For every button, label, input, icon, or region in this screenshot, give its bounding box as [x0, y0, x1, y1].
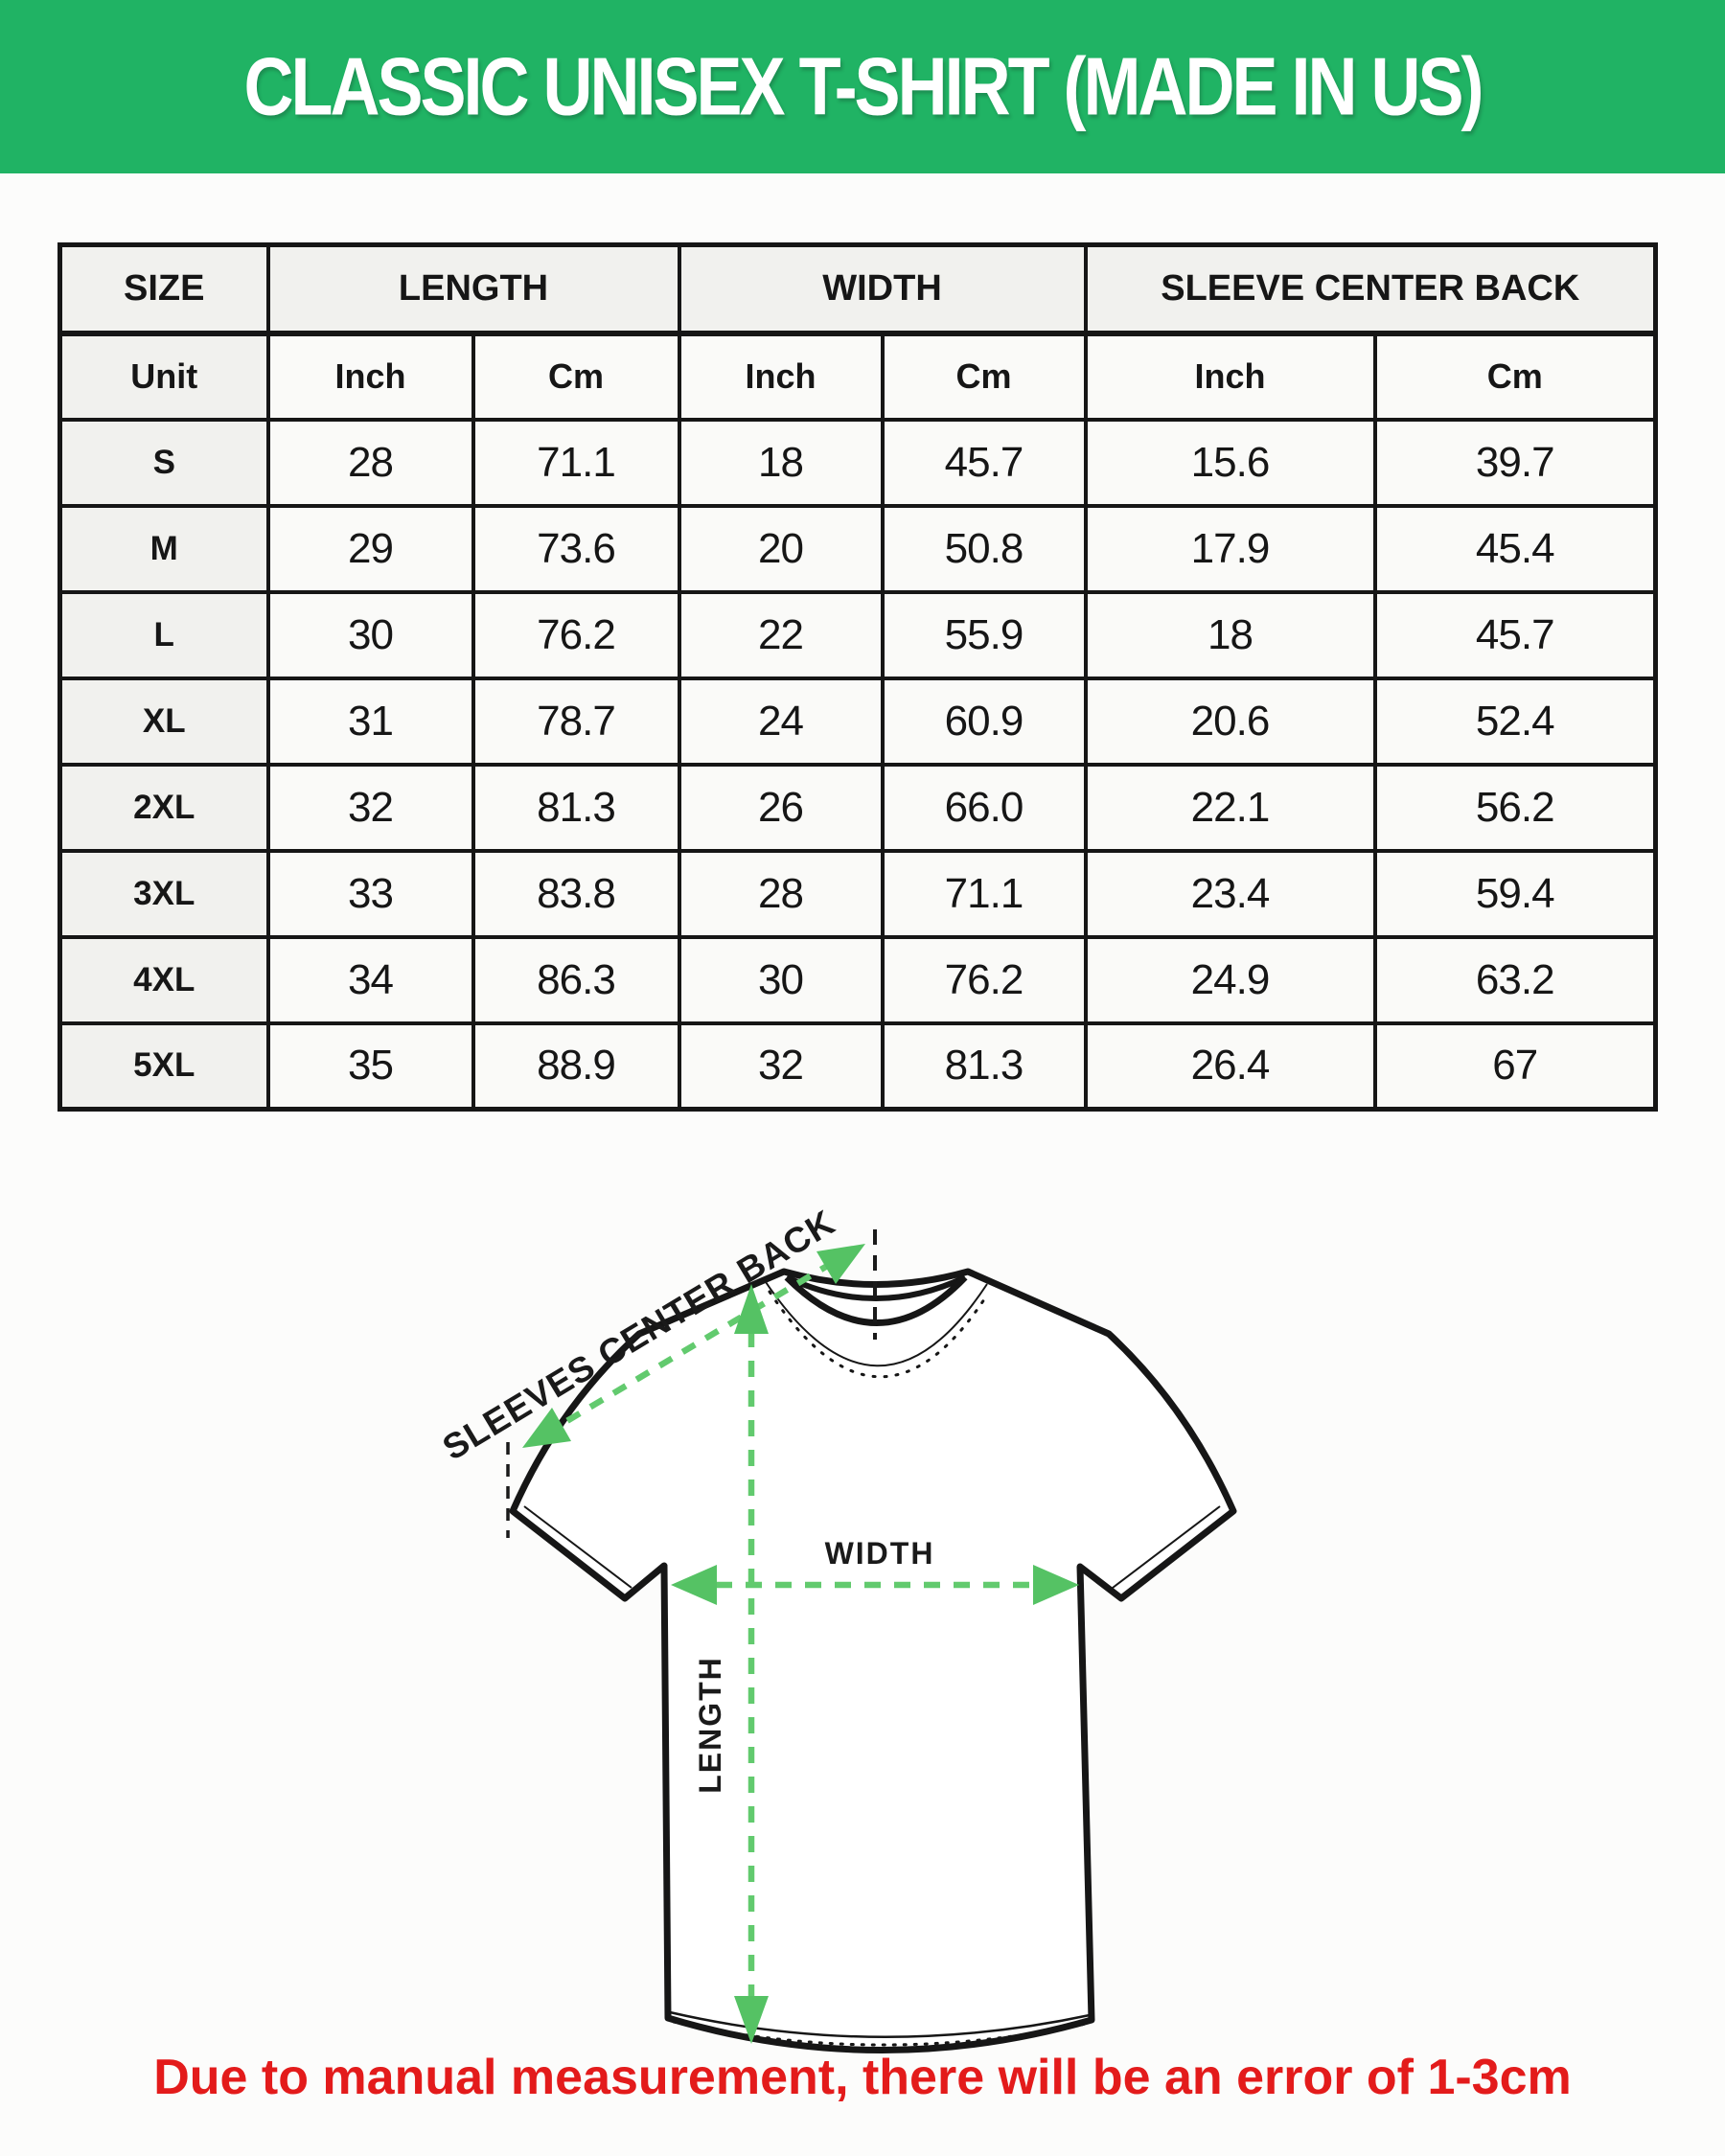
measurement-value: 76.2 [471, 589, 681, 680]
measurement-value: 26.4 [1083, 1021, 1377, 1112]
measurement-value: 20 [677, 503, 885, 594]
measurement-value: 28 [265, 417, 475, 508]
measurement-value: 20.6 [1083, 676, 1377, 767]
unit-row: Unit Inch Cm Inch Cm Inch Cm [58, 331, 1658, 422]
size-label: 5XL [58, 1021, 270, 1112]
unit-inch: Inch [265, 331, 475, 422]
measurement-value: 45.7 [880, 417, 1088, 508]
measurement-value: 18 [1083, 589, 1377, 680]
length-arrowhead-bottom [734, 1996, 769, 2044]
measurement-value: 31 [265, 676, 475, 767]
size-label: S [58, 417, 270, 508]
column-header-size: SIZE [58, 242, 270, 336]
measurement-value: 66.0 [880, 762, 1088, 853]
unit-label: Unit [58, 331, 270, 422]
tshirt-measurement-diagram: SLEEVES CENTER BACK WIDTH LENGTH [436, 1203, 1237, 2053]
sleeve-measure-line [542, 1253, 845, 1437]
hem-fold-line [669, 2010, 1091, 2038]
table-row: S 28 71.1 18 45.7 15.6 39.7 [58, 417, 1658, 508]
measurement-value: 39.7 [1372, 417, 1658, 508]
length-measure-label: LENGTH [693, 1656, 727, 1794]
size-label: XL [58, 676, 270, 767]
measurement-value: 29 [265, 503, 475, 594]
title-banner: CLASSIC UNISEX T-SHIRT (MADE IN US) [0, 0, 1725, 173]
measurement-value: 18 [677, 417, 885, 508]
sleeve-arrowhead-start [816, 1244, 865, 1284]
size-label: 3XL [58, 848, 270, 939]
measurement-value: 32 [265, 762, 475, 853]
column-header-sleeve: SLEEVE CENTER BACK [1083, 242, 1658, 336]
length-arrowhead-top [734, 1284, 769, 1334]
measurement-value: 22 [677, 589, 885, 680]
measurement-value: 81.3 [471, 762, 681, 853]
measurement-value: 50.8 [880, 503, 1088, 594]
measurement-value: 24.9 [1083, 934, 1377, 1025]
measurement-value: 78.7 [471, 676, 681, 767]
measurement-value: 17.9 [1083, 503, 1377, 594]
table-row: 2XL 32 81.3 26 66.0 22.1 56.2 [58, 762, 1658, 853]
unit-cm: Cm [880, 331, 1088, 422]
measurement-value: 71.1 [471, 417, 681, 508]
unit-cm: Cm [471, 331, 681, 422]
measurement-value: 81.3 [880, 1021, 1088, 1112]
measurement-value: 71.1 [880, 848, 1088, 939]
table-row: M 29 73.6 20 50.8 17.9 45.4 [58, 503, 1658, 594]
measurement-value: 45.4 [1372, 503, 1658, 594]
size-chart-table: SIZE LENGTH WIDTH SLEEVE CENTER BACK Uni… [58, 242, 1658, 1112]
collar-back-seam [763, 1278, 988, 1367]
table-row: 5XL 35 88.9 32 81.3 26.4 67 [58, 1021, 1658, 1112]
measurement-value: 73.6 [471, 503, 681, 594]
measurement-value: 24 [677, 676, 885, 767]
page-title: CLASSIC UNISEX T-SHIRT (MADE IN US) [243, 41, 1484, 132]
size-label: 4XL [58, 934, 270, 1025]
measurement-value: 32 [677, 1021, 885, 1112]
measurement-value: 45.7 [1372, 589, 1658, 680]
measurement-value: 52.4 [1372, 676, 1658, 767]
width-arrowhead-left [671, 1565, 717, 1605]
column-header-length: LENGTH [265, 242, 681, 336]
width-arrowhead-right [1033, 1565, 1079, 1605]
table-row: 3XL 33 83.8 28 71.1 23.4 59.4 [58, 848, 1658, 939]
measurement-value: 23.4 [1083, 848, 1377, 939]
size-label: M [58, 503, 270, 594]
width-measure-label: WIDTH [825, 1536, 935, 1571]
measurement-value: 28 [677, 848, 885, 939]
measurement-value: 30 [677, 934, 885, 1025]
measurement-value: 60.9 [880, 676, 1088, 767]
measurement-value: 67 [1372, 1021, 1658, 1112]
table-row: L 30 76.2 22 55.9 18 45.7 [58, 589, 1658, 680]
size-label: 2XL [58, 762, 270, 853]
table-row: 4XL 34 86.3 30 76.2 24.9 63.2 [58, 934, 1658, 1025]
left-sleeve-stitch [523, 1505, 632, 1589]
unit-inch: Inch [677, 331, 885, 422]
right-sleeve-stitch [1112, 1505, 1221, 1589]
unit-inch: Inch [1083, 331, 1377, 422]
measurement-value: 35 [265, 1021, 475, 1112]
collar-stitch-dotted [768, 1290, 988, 1379]
measurement-value: 15.6 [1083, 417, 1377, 508]
measurement-value: 88.9 [471, 1021, 681, 1112]
measurement-value: 22.1 [1083, 762, 1377, 853]
size-label: L [58, 589, 270, 680]
measurement-value: 34 [265, 934, 475, 1025]
measurement-value: 55.9 [880, 589, 1088, 680]
measurement-value: 86.3 [471, 934, 681, 1025]
unit-cm: Cm [1372, 331, 1658, 422]
measurement-disclaimer: Due to manual measurement, there will be… [153, 2050, 1572, 2105]
measurement-value: 33 [265, 848, 475, 939]
column-header-width: WIDTH [677, 242, 1088, 336]
sleeve-arrowhead-end [522, 1408, 571, 1448]
measurement-value: 30 [265, 589, 475, 680]
measurement-value: 56.2 [1372, 762, 1658, 853]
table-row: XL 31 78.7 24 60.9 20.6 52.4 [58, 676, 1658, 767]
measurement-value: 59.4 [1372, 848, 1658, 939]
measurement-value: 26 [677, 762, 885, 853]
measurement-value: 83.8 [471, 848, 681, 939]
collar-band-line [785, 1274, 967, 1301]
header-row: SIZE LENGTH WIDTH SLEEVE CENTER BACK [58, 242, 1658, 336]
measurement-value: 63.2 [1372, 934, 1658, 1025]
collar-opening [784, 1274, 968, 1326]
hem-stitch-dotted [672, 2020, 1088, 2047]
measurement-value: 76.2 [880, 934, 1088, 1025]
